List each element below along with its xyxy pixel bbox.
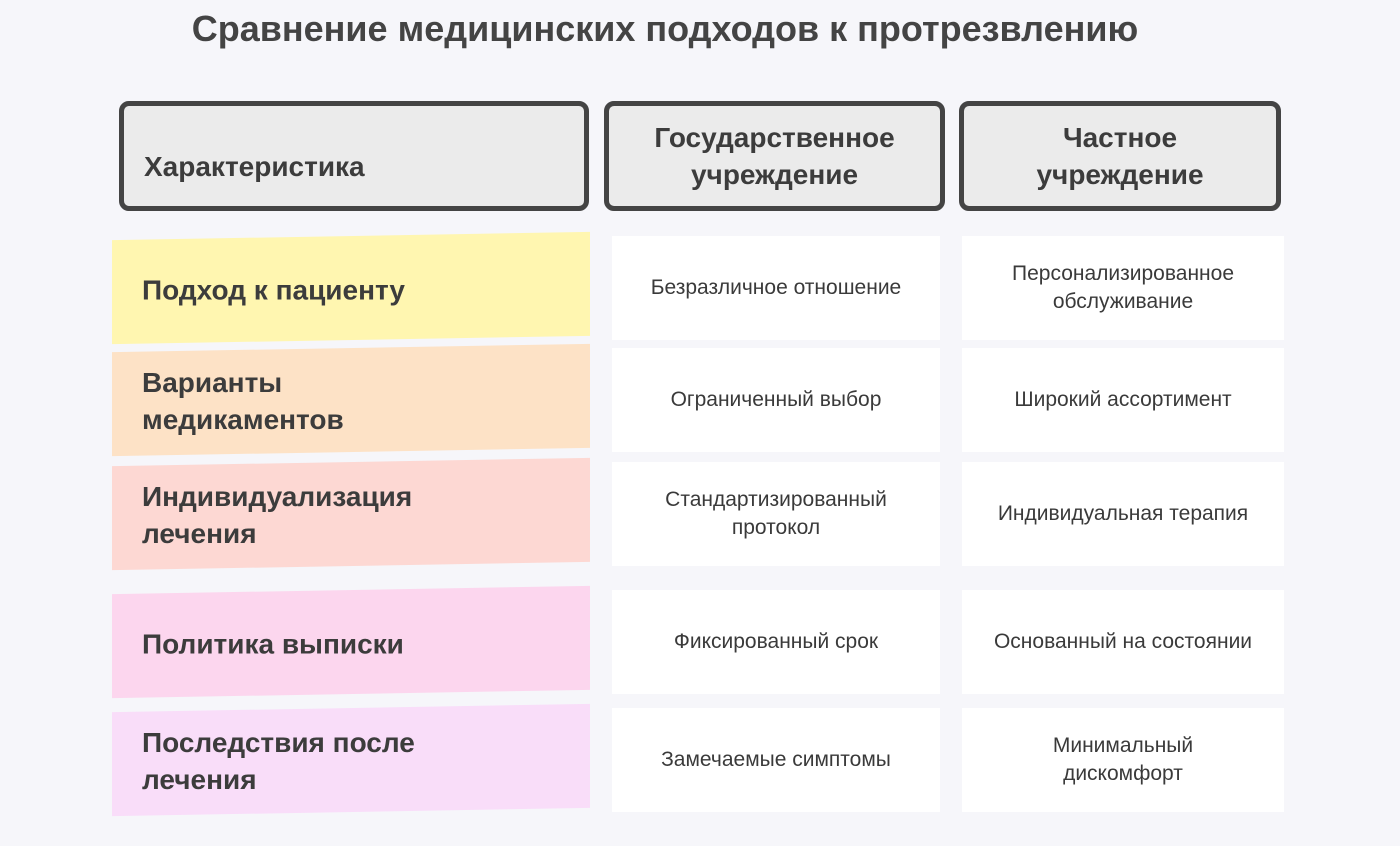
public-value: Фиксированный срок	[612, 590, 940, 694]
private-value: Персонализированное обслуживание	[962, 236, 1284, 340]
public-value: Ограниченный выбор	[612, 348, 940, 452]
public-value: Стандартизированный протокол	[612, 462, 940, 566]
private-value: Широкий ассортимент	[962, 348, 1284, 452]
private-value-text: Минимальный дискомфорт	[1052, 734, 1194, 785]
private-value: Основанный на состоянии	[962, 590, 1284, 694]
public-value: Безразличное отношение	[612, 236, 940, 340]
public-value-text: Ограниченный выбор	[670, 388, 882, 411]
private-value-text: Основанный на состоянии	[993, 630, 1253, 653]
public-value-text: Стандартизированный протокол	[665, 488, 887, 539]
header-characteristic: Характеристика	[119, 101, 589, 211]
row-label-text: Политика выписки	[142, 627, 404, 659]
row-label-text: Индивидуализация лечения	[142, 480, 413, 549]
public-value-text: Фиксированный срок	[673, 630, 879, 653]
row-label: Варианты медикаментов	[112, 343, 590, 457]
private-value: Минимальный дискомфорт	[962, 708, 1284, 812]
row-label-text: Подход к пациенту	[142, 273, 405, 305]
private-value-text: Широкий ассортимент	[1014, 388, 1232, 411]
header-label: Характеристика	[144, 150, 365, 182]
row-label-text: Последствия после лечения	[142, 726, 415, 795]
private-value-text: Персонализированное обслуживание	[1012, 262, 1234, 313]
row-label: Последствия после лечения	[112, 703, 590, 817]
public-value-text: Замечаемые симптомы	[661, 748, 891, 771]
header-private: Частное учреждение	[959, 101, 1281, 211]
row-label: Индивидуализация лечения	[112, 457, 590, 571]
public-value-text: Безразличное отношение	[650, 276, 902, 299]
private-value: Индивидуальная терапия	[962, 462, 1284, 566]
public-value: Замечаемые симптомы	[612, 708, 940, 812]
header-label: Частное учреждение	[1036, 122, 1204, 190]
page-title: Сравнение медицинских подходов к протрез…	[191, 8, 1139, 49]
row-label: Политика выписки	[112, 585, 590, 699]
header-public: Государственное учреждение	[604, 101, 945, 211]
header-label: Государственное учреждение	[654, 122, 895, 190]
private-value-text: Индивидуальная терапия	[997, 502, 1249, 525]
row-label-text: Варианты медикаментов	[142, 366, 344, 435]
row-label: Подход к пациенту	[112, 231, 590, 345]
